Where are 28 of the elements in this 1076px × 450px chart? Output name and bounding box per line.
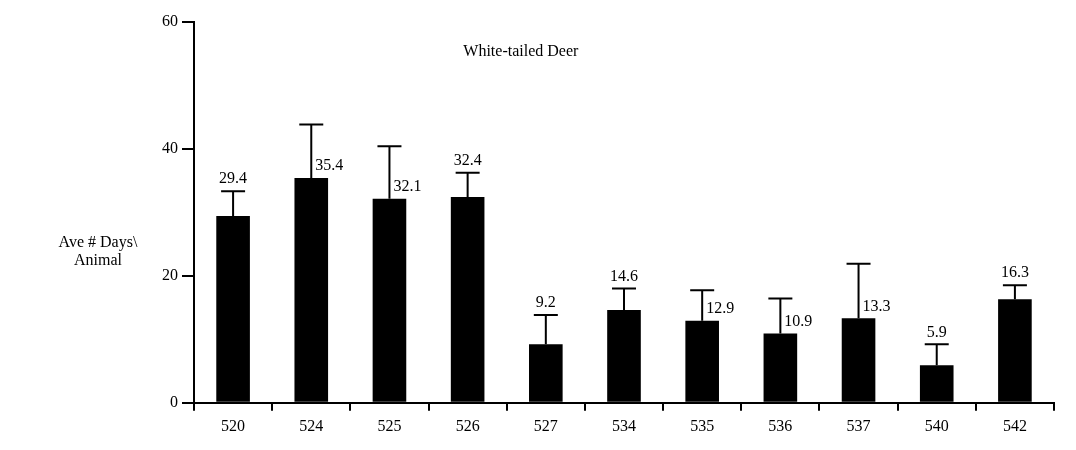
x-tick-label: 525: [377, 416, 402, 434]
x-tick-label: 534: [612, 416, 636, 434]
y-tick-label: 60: [162, 11, 178, 29]
x-tick-label: 537: [846, 416, 871, 434]
data-label: 35.4: [315, 156, 344, 174]
text: White-tailed Deer: [463, 41, 579, 59]
data-label: 16.3: [1000, 263, 1029, 281]
data-label: 32.1: [393, 177, 422, 195]
data-label: 13.3: [862, 296, 891, 314]
x-tick-label: 535: [690, 416, 715, 434]
x-tick-label: 526: [455, 416, 480, 434]
x-tick-label: 520: [221, 416, 246, 434]
data-label: 5.9: [926, 322, 947, 340]
y-axis-title: Ave # Days\ Animal: [57, 233, 139, 269]
x-tick-label: 540: [924, 416, 949, 434]
data-label: 29.4: [219, 169, 248, 187]
y-tick-label: 20: [162, 265, 178, 283]
data-label: 32.4: [453, 151, 482, 169]
x-tick-label: 542: [1002, 416, 1027, 434]
x-tick-label: 524: [299, 416, 324, 434]
x-tick-label: 527: [533, 416, 558, 434]
data-label: 14.6: [610, 266, 638, 284]
y-tick-label: 40: [162, 138, 178, 156]
data-label: 12.9: [706, 299, 735, 317]
data-label: 10.9: [784, 311, 813, 329]
y-tick-label: 0: [170, 393, 178, 410]
x-tick-label: 536: [768, 416, 793, 434]
data-label: 9.2: [535, 293, 556, 311]
